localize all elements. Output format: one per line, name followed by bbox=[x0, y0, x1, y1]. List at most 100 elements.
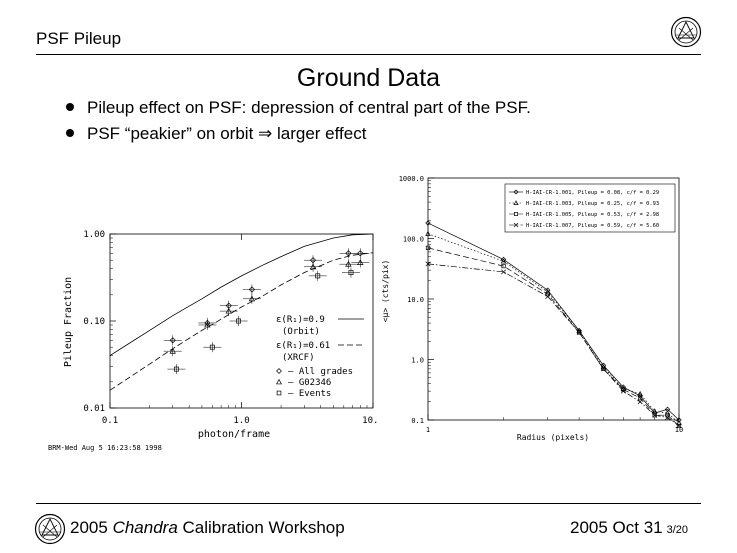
footer-workshop-text: Calibration Workshop bbox=[182, 518, 345, 537]
data-point-diamond bbox=[425, 220, 431, 226]
legend-label: — All grades bbox=[288, 367, 353, 377]
data-point-triangle bbox=[345, 260, 352, 267]
y-tick-label: 1000.0 bbox=[399, 175, 424, 183]
legend-label: ε(R₁)=0.61 bbox=[276, 341, 330, 351]
footer-rule bbox=[36, 503, 701, 504]
legend-marker-x bbox=[513, 222, 519, 228]
data-point-triangle bbox=[248, 295, 256, 302]
data-point-x bbox=[600, 366, 606, 372]
legend-marker-square bbox=[514, 212, 518, 216]
data-point-triangle bbox=[425, 230, 431, 236]
data-point-triangle bbox=[651, 408, 658, 414]
data-point-square bbox=[638, 396, 643, 401]
legend-label: H-IAI-CR-1.003, Pileup = 0.25, c/f = 0.9… bbox=[526, 201, 659, 207]
legend-marker-diamond bbox=[513, 189, 519, 195]
y-axis-label: <μ> (cts/pix) bbox=[381, 260, 390, 323]
profile-line-dotted bbox=[427, 233, 680, 424]
data-point-diamond bbox=[620, 384, 627, 390]
profile-line-solid bbox=[427, 222, 680, 421]
chandra-logo-icon bbox=[34, 513, 66, 545]
data-point-square bbox=[315, 273, 321, 279]
y-tick-label: 100.0 bbox=[403, 236, 424, 244]
data-point-square bbox=[425, 245, 431, 250]
data-point-triangle bbox=[169, 347, 176, 354]
data-point-diamond bbox=[676, 417, 682, 423]
data-point-diamond bbox=[248, 286, 256, 293]
data-point-square bbox=[545, 292, 550, 297]
footer-workshop: 2005 Chandra Calibration Workshop bbox=[70, 518, 345, 538]
y-tick-label: 10.0 bbox=[407, 296, 424, 304]
data-point-square bbox=[236, 318, 242, 324]
data-point-x bbox=[576, 329, 582, 335]
profile-line-dashed bbox=[427, 247, 680, 427]
footer-year: 2005 bbox=[70, 518, 108, 537]
model-curve-solid bbox=[109, 233, 374, 356]
data-point-square bbox=[676, 423, 682, 428]
x-axis-label: photon/frame bbox=[198, 429, 270, 440]
bullet-text: PSF “peakier” on orbit ⇒ larger effect bbox=[87, 124, 367, 143]
bullet-item: Pileup effect on PSF: depression of cent… bbox=[66, 98, 531, 118]
data-point-square bbox=[348, 270, 354, 276]
bullet-text: Pileup effect on PSF: depression of cent… bbox=[87, 98, 531, 117]
data-point-square bbox=[173, 366, 179, 372]
header-rule bbox=[36, 54, 701, 55]
data-point-x bbox=[545, 294, 551, 299]
legend-label: ε(R₁)=0.9 bbox=[276, 315, 325, 325]
legend-label: H-IAI-CR-1.001, Pileup = 0.08, c/f = 0.2… bbox=[526, 190, 659, 196]
data-point-x bbox=[620, 388, 626, 394]
plot-footnote: BRM-Wed Aug 5 16:23:58 1998 bbox=[48, 444, 162, 452]
x-tick-label: 0.1 bbox=[102, 416, 118, 426]
legend-marker-triangle bbox=[276, 378, 282, 385]
data-point-triangle bbox=[357, 259, 364, 265]
chandra-logo-icon bbox=[670, 16, 702, 48]
model-curve-dashed bbox=[109, 252, 374, 391]
radial-profile-chart: 1 10 0.1 1.0 10.0 100.0 1000.0 H-IAI-CR-1.001,… bbox=[381, 175, 683, 442]
data-point-triangle bbox=[204, 321, 211, 328]
y-tick-label: 0.1 bbox=[411, 417, 424, 425]
slide-title: Ground Data bbox=[296, 64, 441, 92]
legend-marker-square bbox=[276, 390, 282, 396]
data-point-triangle bbox=[309, 263, 317, 270]
data-point-diamond bbox=[357, 250, 364, 257]
legend-label: — Events bbox=[288, 389, 331, 399]
y-axis-label: Pileup Fraction bbox=[63, 277, 74, 367]
legend-box bbox=[504, 183, 676, 233]
legend-label: H-IAI-CR-1.007, Pileup = 0.59, c/f = 5.6… bbox=[526, 223, 659, 229]
data-point-triangle bbox=[637, 390, 643, 397]
legend-label: — G02346 bbox=[288, 378, 331, 388]
legend-marker-diamond bbox=[276, 368, 282, 374]
data-point-square bbox=[665, 413, 670, 418]
data-point-triangle bbox=[620, 385, 627, 391]
profile-line-dashdot bbox=[427, 263, 680, 427]
data-point-triangle bbox=[676, 419, 682, 425]
footer-date-text: 2005 Oct 31 bbox=[570, 518, 663, 537]
bullet-item: PSF “peakier” on orbit ⇒ larger effect bbox=[66, 124, 366, 144]
data-point-x bbox=[652, 412, 658, 418]
data-point-square bbox=[577, 330, 582, 335]
x-tick-label: 1.0 bbox=[233, 416, 249, 426]
data-point-x bbox=[425, 261, 431, 267]
bullet-dot bbox=[66, 128, 74, 137]
footer-date: 2005 Oct 31 3/20 bbox=[570, 518, 688, 538]
data-point-diamond bbox=[345, 250, 352, 257]
data-point-x bbox=[501, 269, 507, 275]
x-tick-label: 10.0 bbox=[362, 416, 378, 426]
legend-marker-triangle bbox=[513, 200, 519, 205]
y-tick-label: 0.01 bbox=[83, 404, 105, 414]
pileup-fraction-chart: 0.1 1.0 10.0 0.01 0.10 1.00 ε(R₁)=0.9 (Orbit) ε… bbox=[48, 230, 378, 452]
y-tick-label: 1.00 bbox=[83, 230, 105, 240]
x-axis-label: Radius (pixels) bbox=[517, 433, 589, 442]
legend-note: (XRCF) bbox=[282, 353, 315, 363]
footer-chandra: Chandra bbox=[112, 518, 178, 537]
legend-note: (Orbit) bbox=[282, 327, 320, 337]
data-point-x bbox=[676, 423, 682, 429]
data-point-triangle bbox=[500, 258, 507, 264]
header-title: PSF Pileup bbox=[36, 29, 122, 48]
y-tick-label: 1.0 bbox=[411, 357, 424, 365]
data-point-x bbox=[665, 415, 670, 420]
data-point-x bbox=[637, 399, 643, 405]
x-tick-label: 10 bbox=[675, 426, 683, 434]
bullet-dot bbox=[66, 102, 74, 111]
data-point-square bbox=[209, 344, 215, 350]
data-point-diamond bbox=[169, 337, 176, 344]
